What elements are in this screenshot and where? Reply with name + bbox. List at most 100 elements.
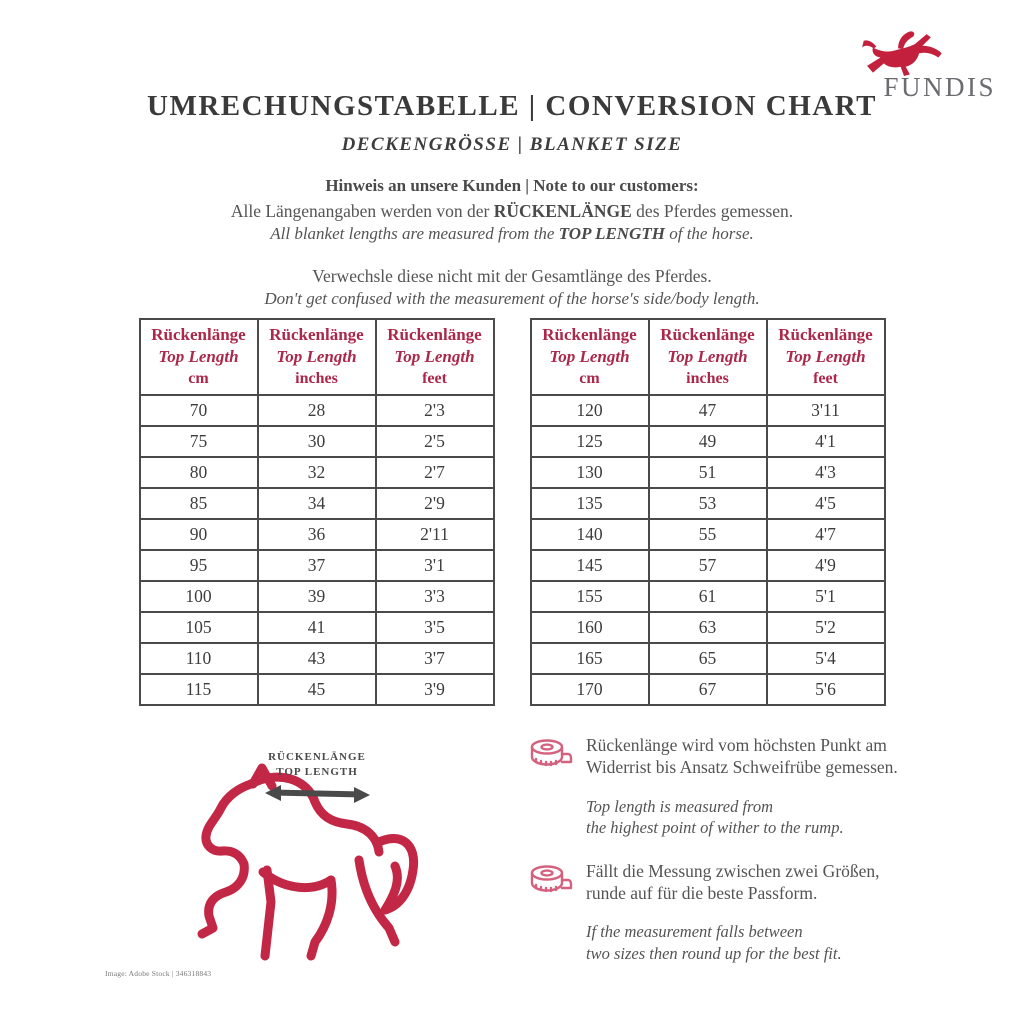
header-de: Rückenlänge xyxy=(542,325,637,344)
table-row: 95 37 3'1 xyxy=(138,549,495,582)
table-cell: 145 xyxy=(529,549,650,582)
header-en: Top Length xyxy=(549,347,630,366)
jumping-horse-icon xyxy=(862,31,942,76)
table-cell: 5'2 xyxy=(765,611,886,644)
table-cell: 30 xyxy=(256,425,377,458)
table-row: 125 49 4'1 xyxy=(529,425,886,458)
table-row: 85 34 2'9 xyxy=(138,487,495,520)
table-cell: 115 xyxy=(138,673,259,706)
customer-notice: Hinweis an unsere Kunden | Note to our c… xyxy=(0,176,1024,309)
header-unit: feet xyxy=(422,370,447,387)
table-cell: 160 xyxy=(529,611,650,644)
warning-english: Don't get confused with the measurement … xyxy=(264,289,760,308)
table-cell: 55 xyxy=(647,518,768,551)
notice-english-bold: TOP LENGTH xyxy=(558,224,665,243)
table-cell: 5'1 xyxy=(765,580,886,613)
table-cell: 165 xyxy=(529,642,650,675)
top-length-diagram: RÜCKENLÄNGE TOP LENGTH xyxy=(165,738,470,973)
table-cell: 41 xyxy=(256,611,377,644)
header-cell-cm: Rückenlänge Top Length cm xyxy=(138,318,259,396)
table-cell: 57 xyxy=(647,549,768,582)
table-cell: 37 xyxy=(256,549,377,582)
table-row: 165 65 5'4 xyxy=(529,642,886,675)
header-de: Rückenlänge xyxy=(387,325,482,344)
header-de: Rückenlänge xyxy=(269,325,364,344)
tip-german-line2: Widerrist bis Ansatz Schweifrübe gemesse… xyxy=(586,756,898,777)
table-cell: 45 xyxy=(256,673,377,706)
header-en: Top Length xyxy=(158,347,239,366)
table-cell: 47 xyxy=(647,394,768,427)
table-row: 110 43 3'7 xyxy=(138,642,495,675)
table-row: 80 32 2'7 xyxy=(138,456,495,489)
header-unit: cm xyxy=(188,370,209,387)
table-cell: 3'9 xyxy=(374,673,495,706)
horse-outline-icon xyxy=(197,763,419,961)
header-de: Rückenlänge xyxy=(778,325,873,344)
notice-german-post: des Pferdes gemessen. xyxy=(631,201,794,221)
header-en: Top Length xyxy=(394,347,475,366)
header-cell-feet: Rückenlänge Top Length feet xyxy=(765,318,886,396)
tip-item: Rückenlänge wird vom höchsten Punkt am W… xyxy=(529,735,929,839)
table-cell: 34 xyxy=(256,487,377,520)
tip-german-line1: Fällt die Messung zwischen zwei Größen, xyxy=(586,860,880,881)
table-cell: 3'5 xyxy=(374,611,495,644)
notice-heading: Hinweis an unsere Kunden | Note to our c… xyxy=(325,176,699,195)
tip-text: Rückenlänge wird vom höchsten Punkt am W… xyxy=(586,735,898,839)
table-cell: 95 xyxy=(138,549,259,582)
table-cell: 125 xyxy=(529,425,650,458)
table-row: 160 63 5'2 xyxy=(529,611,886,644)
table-row: 170 67 5'6 xyxy=(529,673,886,706)
table-cell: 105 xyxy=(138,611,259,644)
tip-english: Top length is measured from the highest … xyxy=(586,796,898,839)
double-arrow-icon xyxy=(265,785,370,803)
tip-english: If the measurement falls between two siz… xyxy=(586,921,880,964)
notice-english-pre: All blanket lengths are measured from th… xyxy=(270,224,559,243)
table-row: 140 55 4'7 xyxy=(529,518,886,551)
tip-english-line2: the highest point of wither to the rump. xyxy=(586,818,844,838)
table-row: 130 51 4'3 xyxy=(529,456,886,489)
table-row: 120 47 3'11 xyxy=(529,394,886,427)
table-row: 155 61 5'1 xyxy=(529,580,886,613)
table-cell: 4'1 xyxy=(765,425,886,458)
tip-text: Fällt die Messung zwischen zwei Größen, … xyxy=(586,861,880,965)
table-cell: 3'7 xyxy=(374,642,495,675)
table-cell: 120 xyxy=(529,394,650,427)
table-row: 75 30 2'5 xyxy=(138,425,495,458)
table-cell: 39 xyxy=(256,580,377,613)
table-cell: 85 xyxy=(138,487,259,520)
table-row: 115 45 3'9 xyxy=(138,673,495,706)
table-cell: 70 xyxy=(138,394,259,427)
table-row: 100 39 3'3 xyxy=(138,580,495,613)
notice-german: Alle Längenangaben werden von der RÜCKEN… xyxy=(0,201,1024,222)
header-de: Rückenlänge xyxy=(151,325,246,344)
measuring-tape-icon xyxy=(529,735,573,839)
table-cell: 5'6 xyxy=(765,673,886,706)
header-cell-feet: Rückenlänge Top Length feet xyxy=(374,318,495,396)
header-en: Top Length xyxy=(785,347,866,366)
tip-english-line2: two sizes then round up for the best fit… xyxy=(586,943,842,963)
table-row: 70 28 2'3 xyxy=(138,394,495,427)
table-cell: 130 xyxy=(529,456,650,489)
header-de: Rückenlänge xyxy=(660,325,755,344)
tip-german: Fällt die Messung zwischen zwei Größen, … xyxy=(586,861,880,905)
brand-name: FUNDIS xyxy=(883,72,996,102)
fundis-logo: FUNDIS xyxy=(856,24,996,103)
measure-label-en: TOP LENGTH xyxy=(276,765,358,778)
header-unit: inches xyxy=(686,370,729,387)
table-header-row: Rückenlänge Top Length cm Rückenlänge To… xyxy=(138,318,495,396)
table-cell: 5'4 xyxy=(765,642,886,675)
notice-german-bold: RÜCKENLÄNGE xyxy=(493,201,632,221)
image-credit: Image: Adobe Stock | 346318843 xyxy=(105,969,212,978)
table-row: 90 36 2'11 xyxy=(138,518,495,551)
table-cell: 4'3 xyxy=(765,456,886,489)
header-en: Top Length xyxy=(276,347,357,366)
table-row: 135 53 4'5 xyxy=(529,487,886,520)
table-cell: 63 xyxy=(647,611,768,644)
table-cell: 51 xyxy=(647,456,768,489)
table-cell: 90 xyxy=(138,518,259,551)
header-unit: feet xyxy=(813,370,838,387)
table-row: 145 57 4'9 xyxy=(529,549,886,582)
measuring-tips: Rückenlänge wird vom höchsten Punkt am W… xyxy=(529,735,929,986)
table-cell: 67 xyxy=(647,673,768,706)
